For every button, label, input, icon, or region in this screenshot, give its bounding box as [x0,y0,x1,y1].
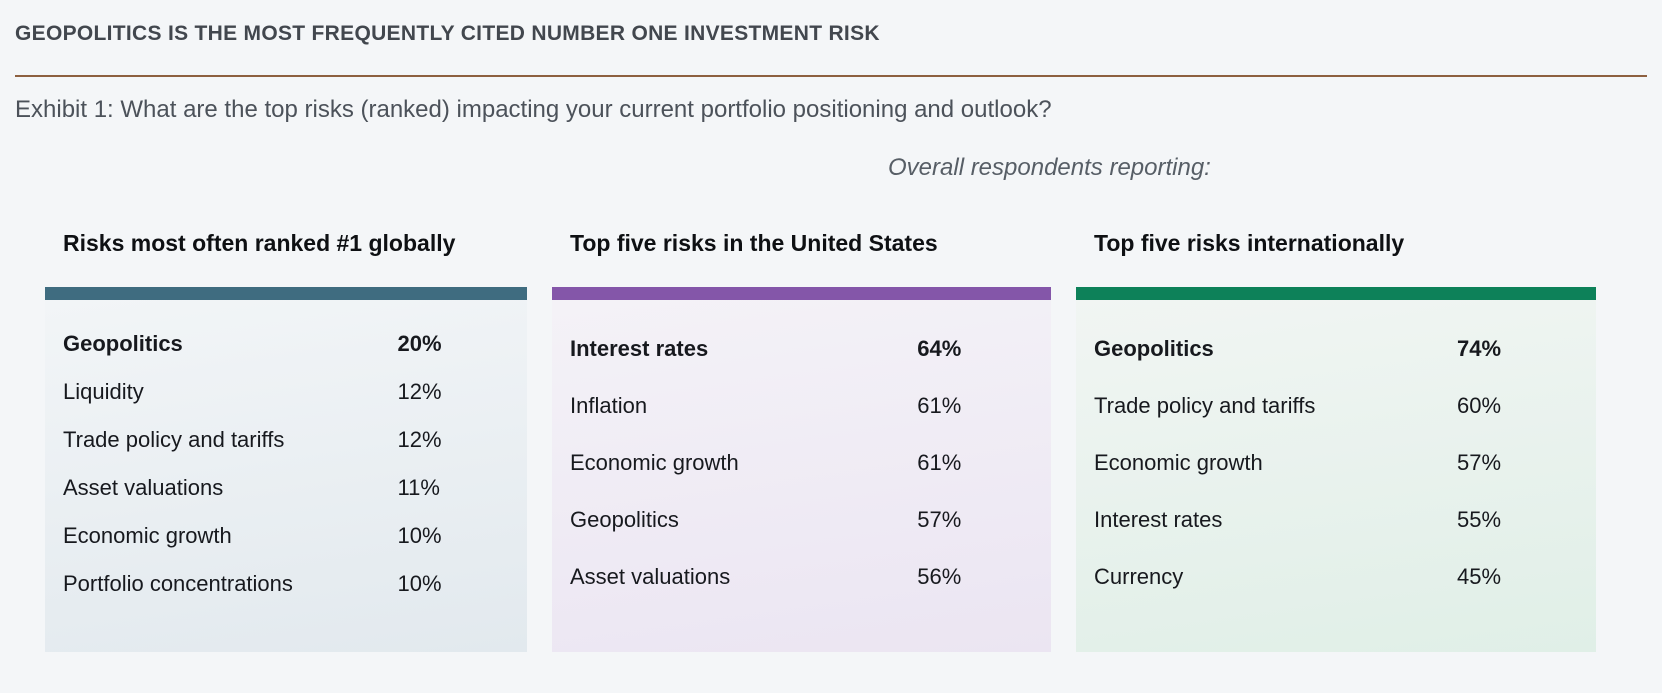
table-row: Liquidity 12% [63,368,509,416]
risk-label: Liquidity [63,379,144,404]
exhibit-caption: Exhibit 1: What are the top risks (ranke… [15,96,1052,123]
risk-value: 64% [917,335,962,361]
risk-label: Interest rates [570,335,709,361]
table-row: Economic growth 57% [1094,434,1578,491]
title-divider [15,75,1647,77]
table-row: Interest rates 55% [1094,491,1578,548]
risk-value: 57% [917,506,962,532]
panels-container: Risks most often ranked #1 globally Geop… [45,221,1596,653]
table-row: Economic growth 10% [63,512,509,560]
panel-international-table: Geopolitics 74% Trade policy and tariffs… [1076,300,1596,652]
risk-value: 11% [397,475,440,500]
panel-united-states-accent-bar [552,287,1051,300]
table-row: Geopolitics 20% [63,320,509,368]
table-row: Portfolio concentrations 10% [63,560,509,608]
risk-label: Trade policy and tariffs [1094,392,1316,418]
risk-value: 74% [1457,335,1502,361]
risk-label: Inflation [570,392,648,418]
risk-value: 12% [397,379,442,404]
risk-value: 56% [917,563,962,589]
panel-international: Top five risks internationally Geopoliti… [1076,221,1596,653]
risk-label: Asset valuations [570,563,731,589]
panel-global-title: Risks most often ranked #1 globally [63,230,456,256]
risk-label: Economic growth [63,523,232,548]
risk-value: 61% [917,392,962,418]
table-row: Economic growth 61% [570,434,1033,491]
page-title: GEOPOLITICS IS THE MOST FREQUENTLY CITED… [15,22,880,45]
table-row: Geopolitics 74% [1094,320,1578,377]
table-row: Trade policy and tariffs 12% [63,416,509,464]
risk-label: Trade policy and tariffs [63,427,285,452]
risk-label: Interest rates [1094,506,1223,532]
table-row: Interest rates 64% [570,320,1033,377]
panel-united-states: Top five risks in the United States Inte… [552,221,1051,653]
respondents-note: Overall respondents reporting: [888,154,1211,181]
risk-label: Portfolio concentrations [63,571,293,596]
risk-value: 10% [397,571,442,596]
risk-label: Asset valuations [63,475,224,500]
panel-global: Risks most often ranked #1 globally Geop… [45,221,527,653]
table-row: Trade policy and tariffs 60% [1094,377,1578,434]
risk-label: Geopolitics [570,506,679,532]
panel-global-table: Geopolitics 20% Liquidity 12% Trade poli… [45,300,527,652]
panel-united-states-title: Top five risks in the United States [570,230,938,256]
table-row: Currency 45% [1094,548,1578,605]
risk-label: Geopolitics [1094,335,1214,361]
table-row: Asset valuations 56% [570,548,1033,605]
risk-value: 60% [1457,392,1502,418]
risk-value: 12% [397,427,442,452]
risk-value: 57% [1457,449,1502,475]
risk-value: 61% [917,449,962,475]
panel-united-states-table: Interest rates 64% Inflation 61% Economi… [552,300,1051,652]
panel-global-accent-bar [45,287,527,300]
risk-value: 45% [1457,563,1502,589]
table-row: Inflation 61% [570,377,1033,434]
risk-label: Economic growth [570,449,739,475]
table-row: Geopolitics 57% [570,491,1033,548]
risk-value: 55% [1457,506,1502,532]
table-row: Asset valuations 11% [63,464,509,512]
risk-label: Economic growth [1094,449,1263,475]
risk-label: Geopolitics [63,331,183,356]
panel-international-title: Top five risks internationally [1094,230,1405,256]
panel-international-accent-bar [1076,287,1596,300]
risk-value: 10% [397,523,442,548]
risk-value: 20% [397,331,442,356]
risk-label: Currency [1094,563,1184,589]
